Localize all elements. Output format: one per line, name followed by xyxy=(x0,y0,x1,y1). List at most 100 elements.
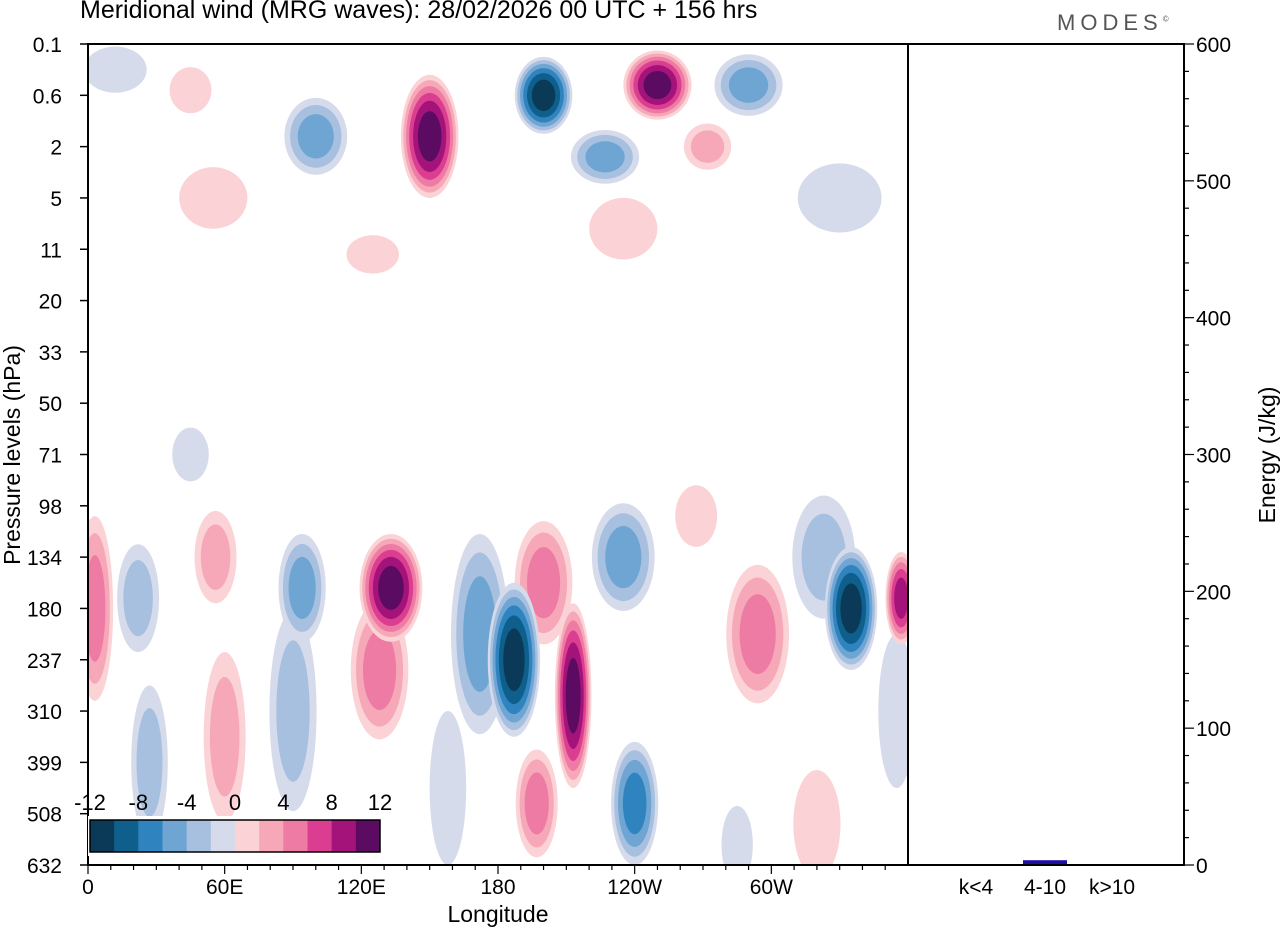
energy-tick-label: 300 xyxy=(1196,445,1231,468)
energy-tick-label: 500 xyxy=(1196,171,1231,194)
longitude-tick-label: 180 xyxy=(480,876,515,899)
contour-band xyxy=(346,235,399,274)
negative-wind-cell xyxy=(88,46,147,93)
pressure-tick-label: 632 xyxy=(27,855,62,878)
contour-band xyxy=(136,707,163,817)
negative-wind-cell xyxy=(172,427,209,482)
energy-category-label: k>10 xyxy=(1089,876,1135,899)
colorbar-swatch xyxy=(235,820,260,852)
pressure-tick-label: 33 xyxy=(39,342,62,365)
contour-band xyxy=(209,676,240,797)
positive-wind-cell xyxy=(203,652,246,822)
contour-band xyxy=(894,577,908,619)
energy-tick-label: 0 xyxy=(1196,855,1208,878)
negative-wind-cell xyxy=(284,97,348,175)
brand-logo: MODES© xyxy=(1057,10,1169,36)
pressure-tick-label: 134 xyxy=(27,547,62,570)
contour-band xyxy=(531,79,556,112)
colorbar-swatch xyxy=(186,820,212,852)
pressure-tick-label: 98 xyxy=(39,496,62,519)
pressure-tick-label: 310 xyxy=(27,701,62,724)
x-axis-label: Longitude xyxy=(447,901,548,927)
contour-band xyxy=(605,526,642,589)
energy-category-label: 4-10 xyxy=(1024,876,1066,899)
energy-tick-label: 600 xyxy=(1196,34,1231,57)
contour-band xyxy=(643,70,672,100)
colorbar-tick-label: -4 xyxy=(177,790,197,815)
negative-wind-cell xyxy=(721,805,753,865)
contour-band xyxy=(565,657,581,734)
brand-name: MODES xyxy=(1057,10,1163,35)
positive-wind-cell xyxy=(554,603,592,789)
brand-mark: © xyxy=(1162,14,1169,24)
colorbar-tick-label: 12 xyxy=(368,790,392,815)
pressure-axis: 0.1 0.6 2 5 11 20 33 50 71 98 134 180 237 310 399 508 63… xyxy=(27,34,88,878)
positive-wind-cell xyxy=(675,485,718,547)
colorbar: -12 -8 -4 0 4 8 12 xyxy=(74,790,392,856)
energy-panel-frame xyxy=(907,43,1185,866)
y-axis-label: Pressure levels (hPa) xyxy=(0,345,25,565)
longitude-tick-label: 60E xyxy=(206,876,243,899)
positive-wind-cell xyxy=(194,510,237,604)
contour-band xyxy=(172,427,209,482)
negative-wind-cell xyxy=(591,503,655,612)
contour-band xyxy=(288,556,316,620)
pressure-tick-label: 20 xyxy=(39,291,62,314)
negative-wind-cell xyxy=(514,56,573,134)
colorbar-tick-label: -8 xyxy=(129,790,149,815)
contour-band xyxy=(297,114,334,159)
positive-wind-cell xyxy=(346,235,399,274)
colorbar-swatch xyxy=(114,820,139,852)
contour-band xyxy=(362,630,397,711)
colorbar-swatch xyxy=(283,820,308,852)
negative-wind-cell xyxy=(269,610,317,812)
pressure-tick-label: 0.1 xyxy=(33,34,62,57)
contour-band xyxy=(88,46,147,93)
negative-wind-cell xyxy=(429,711,467,865)
energy-tick-label: 400 xyxy=(1196,308,1231,331)
colorbar-tick-label: 8 xyxy=(326,790,338,815)
contour-band xyxy=(721,805,753,865)
positive-wind-cell xyxy=(169,67,212,114)
contour-band xyxy=(589,197,658,260)
positive-wind-cell xyxy=(515,749,558,858)
contour-band xyxy=(622,772,647,835)
contour-band xyxy=(878,634,908,789)
contour-band xyxy=(429,711,467,865)
longitude-axis: 0 60E 120E 180 120W 60W xyxy=(82,865,886,899)
colorbar-swatch xyxy=(259,820,284,852)
positive-wind-cell xyxy=(88,516,114,701)
contour-band xyxy=(503,628,525,692)
contour-band xyxy=(797,163,882,233)
energy-category-label: k<4 xyxy=(959,876,994,899)
pressure-tick-label: 71 xyxy=(39,445,62,468)
longitude-tick-label: 0 xyxy=(82,876,94,899)
contour-band xyxy=(200,524,231,590)
energy-tick-label: 200 xyxy=(1196,581,1231,604)
energy-tick-label: 100 xyxy=(1196,718,1231,741)
positive-wind-cell xyxy=(623,50,692,120)
colorbar-swatch xyxy=(210,820,236,852)
negative-wind-cell xyxy=(611,741,659,865)
chart-title: Meridional wind (MRG waves): 28/02/2026 … xyxy=(80,0,758,24)
energy-axis-label: Energy (J/kg) xyxy=(1254,387,1280,524)
contour-band xyxy=(179,167,248,229)
positive-wind-cell xyxy=(885,551,908,645)
positive-wind-cell xyxy=(359,534,423,642)
contour-band xyxy=(690,130,725,163)
contour-band xyxy=(88,555,106,662)
negative-wind-cell xyxy=(797,163,882,233)
pressure-tick-label: 50 xyxy=(39,393,62,416)
negative-wind-cell xyxy=(878,634,908,789)
colorbar-swatch xyxy=(138,820,163,852)
pressure-tick-label: 2 xyxy=(50,137,62,160)
pressure-tick-label: 508 xyxy=(27,804,62,827)
contour-band xyxy=(417,111,442,162)
colorbar-tick-label: -12 xyxy=(74,790,106,815)
longitude-tick-label: 120W xyxy=(607,876,662,899)
positive-wind-cell xyxy=(793,770,841,865)
colorbar-tick-label: 0 xyxy=(229,790,241,815)
contour-band xyxy=(675,485,718,547)
positive-wind-cell xyxy=(179,167,248,229)
